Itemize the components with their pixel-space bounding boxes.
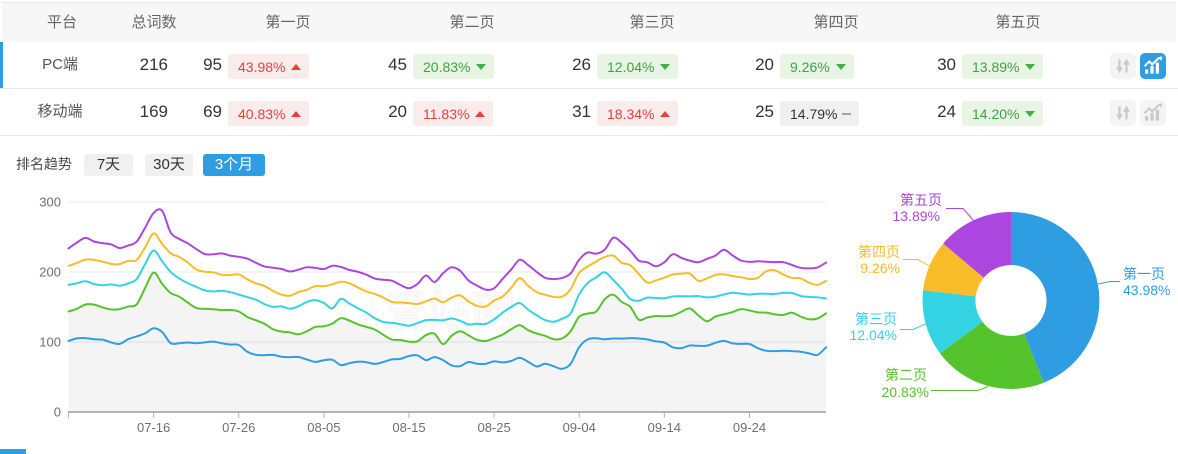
svg-text:09-24: 09-24	[733, 420, 766, 435]
svg-text:08-15: 08-15	[392, 420, 425, 435]
svg-text:爱站网: 爱站网	[384, 289, 516, 337]
svg-text:13.89%: 13.89%	[893, 208, 940, 224]
svg-text:100: 100	[39, 335, 61, 350]
svg-text:第五页: 第五页	[900, 192, 942, 208]
svg-text:20.83%: 20.83%	[882, 384, 929, 400]
svg-text:第三页: 第三页	[855, 311, 897, 327]
svg-text:09-04: 09-04	[563, 420, 596, 435]
svg-text:第四页: 第四页	[858, 244, 900, 260]
svg-text:0: 0	[54, 405, 61, 420]
svg-text:第一页: 第一页	[1123, 266, 1165, 282]
svg-text:09-14: 09-14	[648, 420, 681, 435]
svg-text:9.26%: 9.26%	[860, 260, 900, 276]
svg-text:08-05: 08-05	[307, 420, 340, 435]
svg-text:43.98%: 43.98%	[1123, 282, 1170, 298]
svg-text:07-16: 07-16	[137, 420, 170, 435]
svg-text:300: 300	[39, 195, 61, 210]
svg-text:第二页: 第二页	[885, 367, 927, 383]
svg-text:08-25: 08-25	[477, 420, 510, 435]
svg-text:12.04%: 12.04%	[850, 327, 897, 343]
svg-text:07-26: 07-26	[222, 420, 255, 435]
svg-text:200: 200	[39, 265, 61, 280]
